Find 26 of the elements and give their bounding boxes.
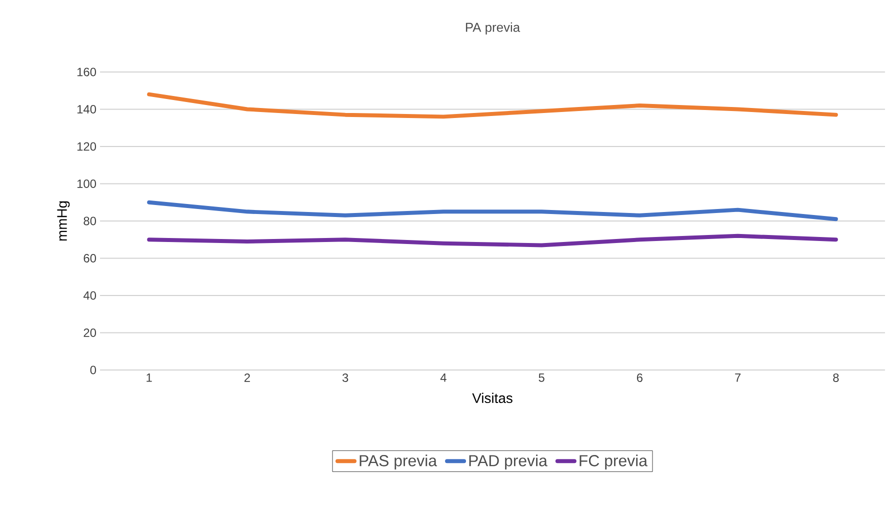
x-tick-label: 6	[636, 374, 642, 382]
line-series	[147, 234, 838, 248]
x-tick-label: 3	[342, 374, 348, 382]
x-axis-title: Visitas	[472, 392, 512, 404]
y-tick-label: 60	[84, 254, 96, 262]
legend-label: PAD previa	[469, 454, 548, 470]
y-tick-label: 0	[90, 366, 96, 374]
y-tick-label: 120	[77, 142, 96, 151]
x-tick-label: 2	[244, 374, 250, 382]
y-tick-label: 80	[84, 216, 96, 226]
x-tick-label: 4	[440, 374, 446, 382]
legend-label: FC previa	[580, 454, 648, 470]
y-tick-label: 140	[77, 105, 96, 114]
y-tick-label: 40	[83, 291, 96, 300]
y-tick-label: 160	[77, 68, 96, 76]
y-axis-title: mmHg	[57, 201, 70, 241]
chart-title: PA previa	[466, 22, 520, 34]
x-tick-label: 5	[538, 374, 544, 382]
x-tick-label: 1	[146, 374, 152, 382]
y-tick-label: 100	[77, 180, 96, 188]
x-tick-label: 8	[833, 374, 839, 382]
legend-label: PAS previa	[360, 454, 438, 470]
x-tick-label: 7	[735, 374, 741, 382]
line-series	[147, 200, 838, 222]
y-tick-label: 20	[84, 328, 96, 337]
line-series	[147, 92, 838, 119]
